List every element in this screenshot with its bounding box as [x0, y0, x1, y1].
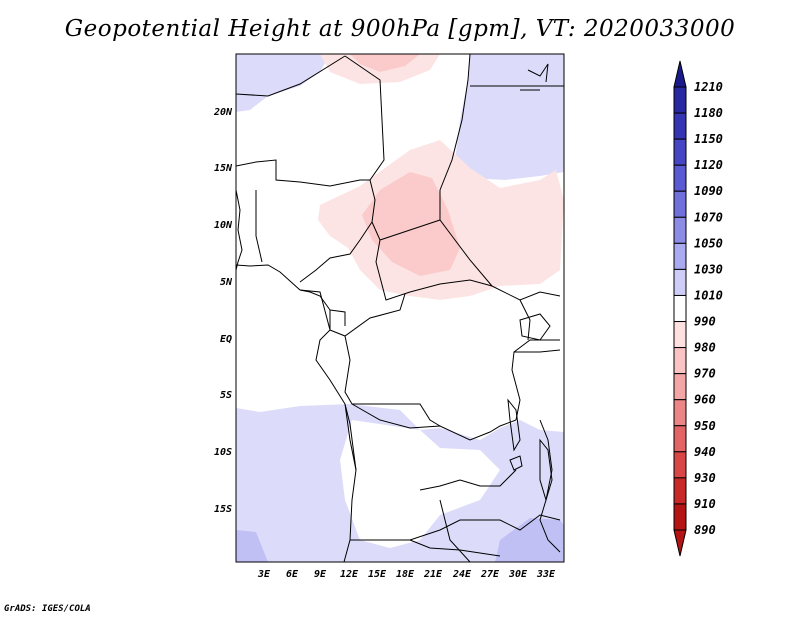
colorbar-swatch [673, 86, 687, 114]
lakes [507, 313, 553, 502]
longitude-axis: 3E 6E 9E 12E 15E 18E 21E 24E 27E 30E 33E [257, 569, 556, 580]
lat-label: 5N [220, 277, 233, 288]
lat-label: 10N [214, 220, 233, 231]
colorbar-swatch [673, 451, 687, 479]
lon-label: 9E [314, 569, 327, 580]
lat-label: 20N [213, 107, 233, 118]
colorbar-swatch [673, 503, 687, 531]
lon-label: 27E [480, 569, 500, 580]
colorbar-swatch [673, 138, 687, 166]
country-borders [236, 54, 564, 562]
colorbar-level-label: 960 [694, 393, 716, 407]
latitude-axis: 20N 15N 10N 5N EQ 5S 10S 15S [213, 107, 233, 515]
colorbar-level-label: 1090 [694, 184, 723, 198]
colorbar-level-label: 1210 [694, 80, 723, 94]
colorbar-level-label: 1030 [694, 262, 723, 276]
lat-label: 15N [214, 163, 233, 174]
map-plot-area [236, 54, 564, 562]
lon-label: 6E [286, 569, 299, 580]
colorbar-swatch [673, 425, 687, 453]
map-title: Geopotential Height at 900hPa [gpm], VT:… [64, 16, 736, 42]
colorbar-level-label: 1010 [694, 288, 723, 302]
colorbar-bottom-arrow [673, 529, 687, 557]
colorbar-swatch [673, 164, 687, 192]
colorbar-swatch [673, 477, 687, 505]
height-field-pink-mid [350, 54, 460, 276]
colorbar: 1210 1180 1150 1120 1090 1070 1050 1030 1010 990 9… [673, 60, 723, 557]
map-frame [235, 53, 565, 563]
lon-label: 15E [368, 569, 387, 580]
lat-label: 5S [220, 390, 232, 401]
colorbar-swatch [673, 321, 687, 349]
lon-label: 24E [452, 569, 472, 580]
lon-label: 30E [508, 569, 528, 580]
colorbar-level-label: 890 [694, 523, 716, 537]
colorbar-level-label: 1180 [694, 106, 723, 120]
colorbar-level-label: 930 [694, 471, 716, 485]
lon-label: 21E [423, 569, 443, 580]
colorbar-top-arrow [673, 60, 687, 88]
colorbar-level-label: 970 [694, 367, 716, 381]
colorbar-swatch [673, 294, 687, 323]
colorbar-level-label: 1050 [694, 236, 723, 250]
colorbar-level-label: 990 [694, 315, 716, 329]
colorbar-swatch [673, 242, 687, 270]
colorbar-level-label: 1150 [694, 132, 723, 146]
colorbar-level-label: 1070 [694, 210, 723, 224]
lon-label: 12E [340, 569, 359, 580]
grads-credit: GrADS: IGES/COLA [4, 604, 91, 614]
colorbar-swatch [673, 190, 687, 218]
lat-label: 10S [214, 447, 232, 458]
height-field-white [340, 420, 500, 548]
lon-label: 3E [257, 569, 271, 580]
colorbar-level-label: 1120 [694, 158, 723, 172]
colorbar-swatch [673, 268, 687, 296]
colorbar-level-label: 980 [694, 341, 716, 355]
lat-label: EQ [220, 334, 232, 345]
colorbar-swatch [673, 347, 687, 375]
colorbar-level-label: 910 [694, 497, 716, 511]
lat-label: 15S [214, 504, 232, 515]
colorbar-level-label: 950 [694, 419, 716, 433]
lon-label: 33E [536, 569, 556, 580]
colorbar-level-label: 940 [694, 445, 716, 459]
colorbar-swatch [673, 399, 687, 427]
colorbar-swatch [673, 216, 687, 244]
colorbar-swatch [673, 373, 687, 401]
lon-label: 18E [396, 569, 415, 580]
colorbar-swatch [673, 112, 687, 140]
height-field-blue-mid [236, 518, 564, 562]
